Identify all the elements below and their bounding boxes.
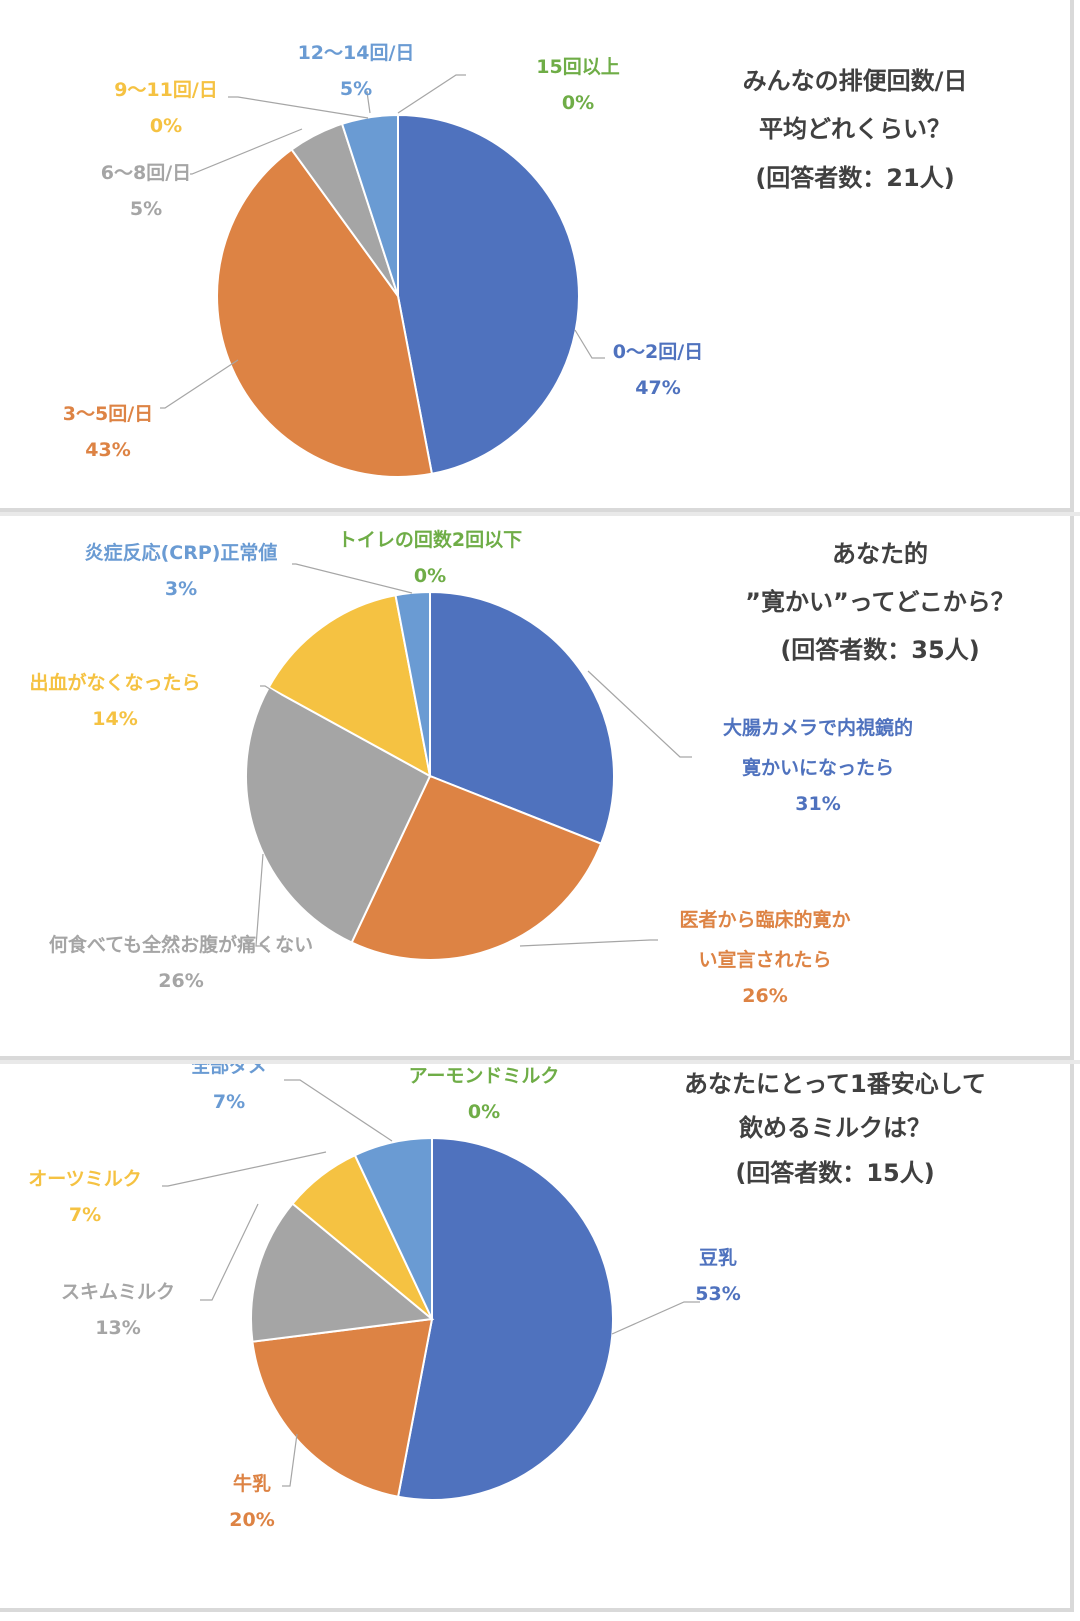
pie-slice — [350, 774, 603, 961]
pie-slice — [396, 1136, 614, 1501]
leader-line — [611, 1301, 700, 1335]
pie-slice — [251, 1317, 434, 1498]
pie-slice — [397, 113, 580, 475]
pie-slice — [216, 148, 434, 478]
slice-label: 15回以上 — [536, 56, 619, 78]
slice-label: 何食べても全然お腹が痛くない — [49, 933, 313, 956]
leader-line — [366, 91, 371, 114]
chart-title-line: ”寛かい”ってどこから？ — [745, 588, 1015, 616]
slice-percent: 0% — [468, 1101, 500, 1123]
slice-label: オーツミルク — [28, 1168, 142, 1190]
slice-label: 6〜8回/日 — [101, 162, 191, 184]
slice-label: 医者から臨床的寛か — [679, 908, 850, 931]
chart-title-line: (回答者数：21人) — [755, 164, 954, 192]
chart-title-line: 平均どれくらい？ — [759, 115, 951, 143]
chart-title-line: あなたにとって1番安心して — [684, 1070, 986, 1098]
pie-slice — [429, 590, 615, 846]
pie-slice — [250, 1202, 435, 1343]
leader-line — [260, 685, 282, 697]
slice-label: 牛乳 — [233, 1472, 271, 1495]
slice-percent: 20% — [229, 1509, 274, 1531]
chart-panel-remission: あなた的 ”寛かい”ってどこから？ (回答者数：35人) 大腸カメラで内視鏡的 寛かいに… — [0, 516, 1074, 1060]
pie-slice — [340, 113, 399, 297]
slice-label: 3〜5回/日 — [63, 403, 153, 425]
leader-line — [190, 128, 303, 175]
slice-percent: 3% — [165, 578, 197, 600]
slice-percent: 7% — [213, 1091, 245, 1113]
slice-label: 炎症反応(CRP)正常値 — [85, 541, 278, 564]
slice-label: 大腸カメラで内視鏡的 — [723, 716, 913, 739]
slice-label: スキムミルク — [61, 1281, 175, 1303]
pie-slice — [394, 590, 431, 777]
slice-percent: 26% — [742, 985, 787, 1007]
leader-line — [397, 74, 466, 114]
panel-divider — [0, 512, 1080, 516]
slice-percent: 13% — [95, 1317, 140, 1339]
leader-line — [519, 939, 658, 947]
chart-title-line: 飲めるミルクは？ — [738, 1114, 931, 1142]
slice-percent: 5% — [340, 78, 372, 100]
leader-line — [292, 563, 413, 594]
slice-label: 9〜11回/日 — [114, 79, 218, 101]
slice-percent: 5% — [130, 198, 162, 220]
leader-line — [587, 670, 692, 758]
slice-label: 豆乳 — [699, 1246, 737, 1269]
slice-label: 全部ダメ — [190, 1064, 266, 1077]
slice-percent: 14% — [92, 708, 137, 730]
chart-title-line: (回答者数：35人) — [780, 636, 979, 664]
slice-percent: 0% — [150, 115, 182, 137]
chart-title-line: みんなの排便回数/日 — [743, 67, 968, 95]
pie-slice — [267, 594, 432, 778]
slice-label: トイレの回数2回以下 — [338, 528, 522, 551]
chart-title-line: (回答者数：15人) — [735, 1159, 934, 1187]
leader-line — [160, 359, 239, 409]
slice-percent: 47% — [635, 377, 680, 399]
slice-label: 12〜14回/日 — [298, 42, 415, 64]
slice-percent: 7% — [69, 1204, 101, 1226]
chart-title-line: あなた的 — [832, 540, 928, 568]
slice-label: い宣言されたら — [698, 948, 831, 971]
slice-percent: 0% — [562, 92, 594, 114]
slice-percent: 53% — [695, 1283, 740, 1305]
slice-label: 出血がなくなったら — [29, 671, 200, 694]
leader-line — [200, 1203, 259, 1301]
leader-line — [574, 329, 605, 359]
slice-label: アーモンドミルク — [409, 1065, 560, 1087]
leader-line — [282, 1433, 298, 1487]
pie-chart-remission: あなた的 ”寛かい”ってどこから？ (回答者数：35人) 大腸カメラで内視鏡的寛かいに… — [29, 528, 1015, 1007]
slice-percent: 43% — [85, 439, 130, 461]
leader-line — [255, 853, 268, 947]
slice-percent: 26% — [158, 970, 203, 992]
chart-panel-bowel-frequency: みんなの排便回数/日 平均どれくらい？ (回答者数：21人) 0〜2回/日 47% 3〜5… — [0, 0, 1074, 512]
leader-line — [162, 1151, 327, 1187]
slice-label: 0〜2回/日 — [613, 341, 703, 363]
slice-percent: 0% — [414, 565, 446, 587]
panel-divider — [0, 1060, 1080, 1064]
leader-line — [228, 96, 369, 119]
slice-label: 寛かいになったら — [742, 756, 894, 779]
pie-slice — [353, 1136, 433, 1320]
slice-percent: 31% — [795, 793, 840, 815]
chart-panel-milk: あなたにとって1番安心して 飲めるミルクは？ (回答者数：15人) 豆乳 53% 牛乳 20… — [0, 1064, 1074, 1612]
leader-line — [284, 1079, 393, 1142]
